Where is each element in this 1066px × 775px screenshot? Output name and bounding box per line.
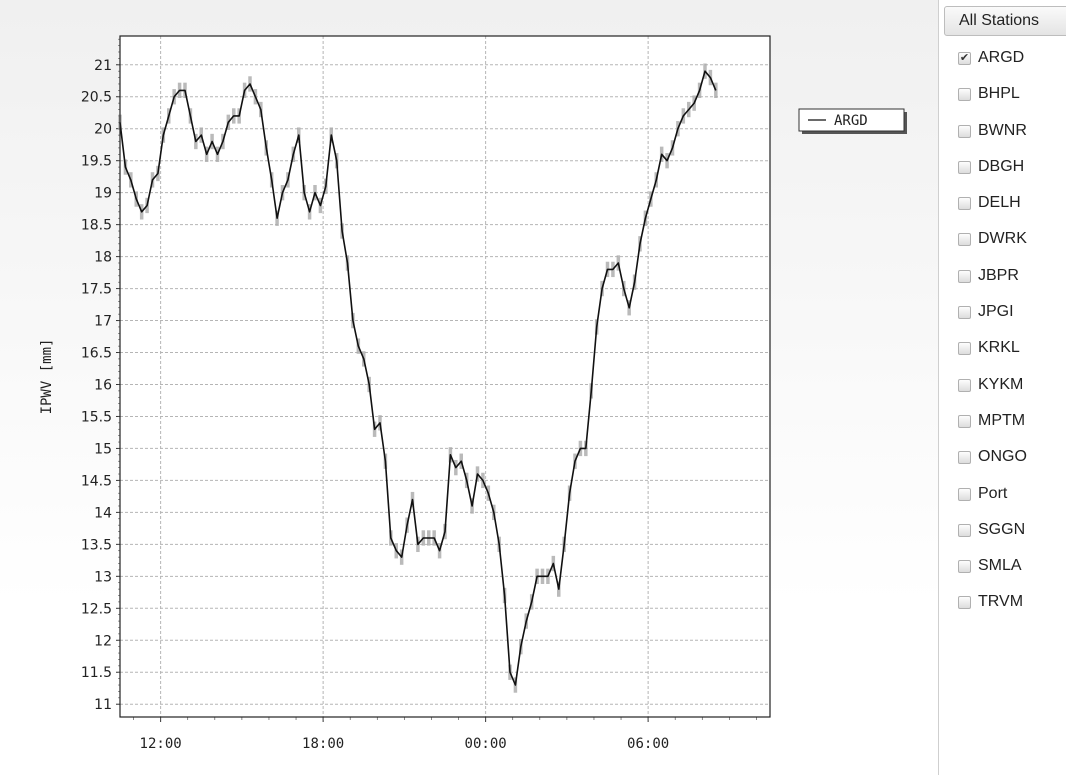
y-tick-label: 11.5: [81, 665, 112, 681]
station-checkbox[interactable]: [958, 88, 971, 102]
y-tick-label: 17: [94, 314, 112, 330]
station-item-bwnr[interactable]: BWNR: [958, 122, 1027, 158]
x-tick-label: 12:00: [140, 736, 182, 752]
station-label: DBGH: [978, 157, 1025, 175]
y-axis-label: IPWV [mm]: [39, 339, 55, 415]
station-checkbox[interactable]: [958, 596, 971, 610]
x-tick-label: 00:00: [465, 736, 507, 752]
y-tick-label: 21: [94, 58, 112, 74]
all-stations-button[interactable]: All Stations: [944, 6, 1066, 36]
station-checkbox[interactable]: [958, 414, 971, 428]
station-checkbox[interactable]: [958, 197, 971, 211]
series-line-argd: [119, 70, 717, 686]
station-item-mptm[interactable]: MPTM: [958, 412, 1027, 448]
chart-panel: 11 11.5 12 12.5 13 13.5 14 14.5 15 15.5 16 16.5 17 17…: [0, 0, 938, 775]
ipwv-line-chart: 11 11.5 12 12.5 13 13.5 14 14.5 15 15.5 16 16.5 17 17…: [39, 35, 907, 752]
x-tick-label: 06:00: [627, 736, 669, 752]
station-item-delh[interactable]: DELH: [958, 194, 1027, 230]
station-label: DELH: [978, 194, 1021, 212]
y-tick-label: 20: [94, 122, 112, 138]
station-sidebar: All Stations ✔ ARGD BHPL BWNR DBGH DELH DWRK JB…: [940, 0, 1066, 775]
y-tick-label: 16.5: [81, 346, 112, 362]
station-item-trvm[interactable]: TRVM: [958, 593, 1027, 629]
station-item-port[interactable]: Port: [958, 485, 1027, 521]
station-item-krkl[interactable]: KRKL: [958, 339, 1027, 375]
y-tick-label: 12.5: [81, 601, 112, 617]
y-tick-label: 19: [94, 186, 112, 202]
station-label: SMLA: [978, 557, 1022, 575]
station-label: BHPL: [978, 85, 1020, 103]
y-tick-label: 17.5: [81, 282, 112, 298]
station-checkbox[interactable]: [958, 269, 971, 283]
station-label: MPTM: [978, 411, 1026, 429]
station-checkbox[interactable]: [958, 523, 971, 537]
station-label: KRKL: [978, 339, 1020, 357]
y-tick-label: 18: [94, 250, 112, 266]
y-tick-label: 11: [94, 697, 112, 713]
station-label: ARGD: [978, 49, 1025, 66]
sidebar-divider: [938, 0, 939, 775]
station-checkbox[interactable]: [958, 487, 971, 501]
y-tick-label: 13: [94, 569, 112, 585]
station-label: DWRK: [978, 230, 1027, 248]
station-checkbox[interactable]: [958, 342, 971, 356]
y-tick-label: 18.5: [81, 218, 112, 234]
station-item-dwrk[interactable]: DWRK: [958, 230, 1027, 266]
station-label: SGGN: [978, 520, 1026, 538]
station-list: ✔ ARGD BHPL BWNR DBGH DELH DWRK JBPR JPGI KRKL KYK…: [958, 49, 1027, 630]
y-tick-label: 14: [94, 505, 112, 521]
station-item-smla[interactable]: SMLA: [958, 557, 1027, 593]
station-label: BWNR: [978, 121, 1027, 139]
y-tick-label: 14.5: [81, 473, 112, 489]
station-item-jbpr[interactable]: JBPR: [958, 267, 1027, 303]
legend-box: [798, 108, 905, 132]
station-checkbox[interactable]: [958, 378, 971, 392]
station-item-ongo[interactable]: ONGO: [958, 448, 1027, 484]
station-item-kykm[interactable]: KYKM: [958, 376, 1027, 412]
y-tick-label: 16: [94, 377, 112, 393]
station-label: JBPR: [978, 266, 1019, 284]
y-tick-label: 12: [94, 633, 112, 649]
station-item-sggn[interactable]: SGGN: [958, 521, 1027, 557]
station-checkbox[interactable]: [958, 560, 971, 574]
station-item-jpgi[interactable]: JPGI: [958, 303, 1027, 339]
station-label: ONGO: [978, 448, 1027, 466]
plot-area-background: [120, 36, 770, 717]
station-label: TRVM: [978, 593, 1024, 611]
station-label: KYKM: [978, 375, 1024, 393]
station-checkbox[interactable]: [958, 233, 971, 247]
station-item-dbgh[interactable]: DBGH: [958, 158, 1027, 194]
y-tick-label: 19.5: [81, 154, 112, 170]
y-tick-label: 15.5: [81, 409, 112, 425]
station-label: JPGI: [978, 303, 1014, 321]
station-item-bhpl[interactable]: BHPL: [958, 85, 1027, 121]
y-tick-label: 15: [94, 441, 112, 457]
plot-border: [119, 35, 771, 718]
station-checkbox[interactable]: [958, 306, 971, 320]
x-tick-label: 18:00: [302, 736, 344, 752]
legend-label: ARGD: [834, 113, 868, 129]
station-checkbox[interactable]: ✔: [958, 52, 971, 65]
station-checkbox[interactable]: [958, 451, 971, 465]
station-label: Port: [978, 484, 1008, 502]
y-tick-label: 13.5: [81, 537, 112, 553]
station-checkbox[interactable]: [958, 160, 971, 174]
y-tick-label: 20.5: [81, 90, 112, 106]
station-checkbox[interactable]: [958, 124, 971, 138]
station-item-argd[interactable]: ✔ ARGD: [958, 49, 1027, 85]
